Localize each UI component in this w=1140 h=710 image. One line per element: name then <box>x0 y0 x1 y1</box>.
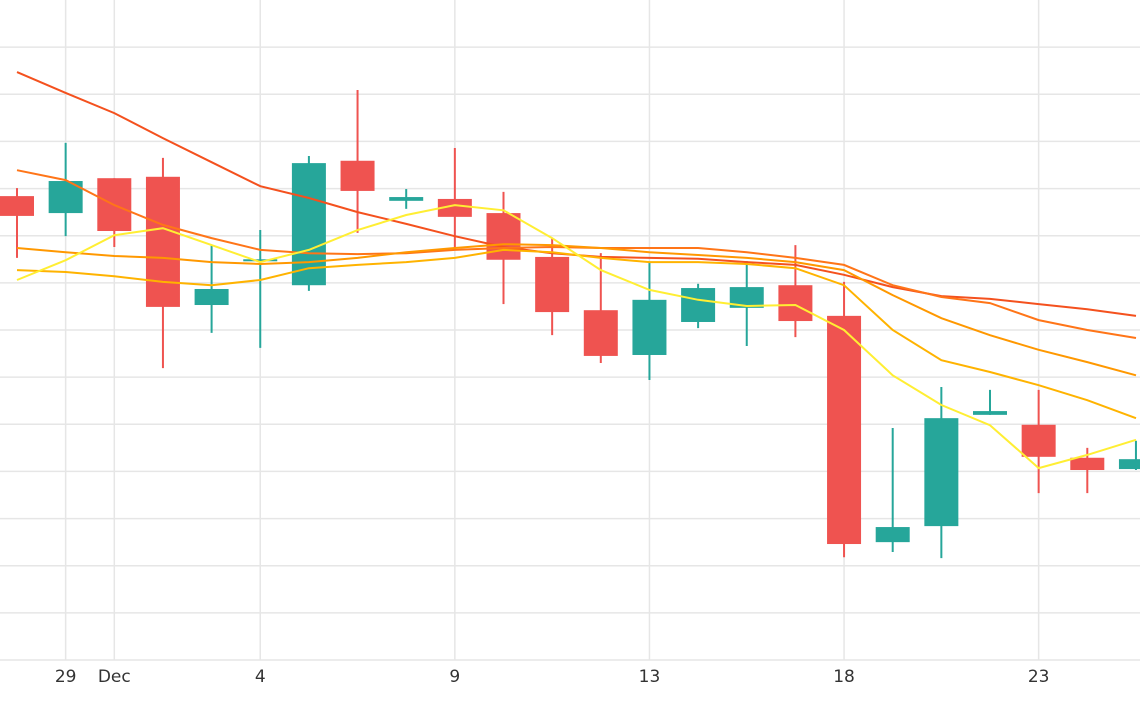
candle <box>1021 389 1056 494</box>
candle-body <box>389 197 424 201</box>
candle <box>632 262 667 380</box>
candle-body <box>778 285 813 322</box>
candle <box>194 245 229 333</box>
candle <box>583 253 618 363</box>
candle-body <box>1118 459 1140 470</box>
candle-body <box>437 198 472 217</box>
x-tick-label: Dec <box>98 667 131 687</box>
candle <box>0 188 34 258</box>
candle-body <box>973 411 1007 415</box>
candle-body <box>729 287 764 308</box>
moving-average-line <box>16 243 1137 377</box>
moving-average-line <box>16 71 1137 317</box>
candle-body <box>145 176 180 307</box>
candle-body <box>1070 457 1105 471</box>
candle-body <box>535 256 570 313</box>
candle-body <box>681 288 716 322</box>
candle <box>48 142 83 237</box>
x-tick-label: 29 <box>55 667 77 687</box>
x-tick-label: 9 <box>449 667 460 687</box>
candle <box>1118 440 1140 471</box>
candle-body <box>827 315 862 545</box>
candle <box>681 283 716 329</box>
candle <box>437 148 472 250</box>
candle-body <box>194 288 229 306</box>
candle <box>778 245 813 338</box>
moving-average-line <box>16 248 1137 420</box>
candle <box>973 389 1007 415</box>
candle-body <box>924 418 959 527</box>
candle-body <box>291 163 326 286</box>
candle <box>729 261 764 347</box>
candle-body <box>340 160 375 191</box>
moving-average-line <box>16 204 1137 470</box>
x-tick-label: 4 <box>255 667 266 687</box>
candle <box>535 238 570 336</box>
x-tick-label: 23 <box>1028 667 1050 687</box>
candle <box>827 281 862 558</box>
candle <box>291 156 326 291</box>
x-tick-label: 18 <box>833 667 855 687</box>
candle-body <box>0 196 34 216</box>
candle <box>97 178 132 248</box>
candle <box>875 428 910 553</box>
candle-body <box>875 527 910 543</box>
x-tick-label: 13 <box>639 667 661 687</box>
candle <box>340 90 375 233</box>
candle <box>924 387 959 559</box>
candle-body <box>243 259 278 262</box>
candle-body <box>583 310 618 356</box>
candle-body <box>632 299 667 355</box>
candle <box>389 189 424 209</box>
candle-body <box>1021 424 1056 457</box>
candle <box>145 157 180 369</box>
